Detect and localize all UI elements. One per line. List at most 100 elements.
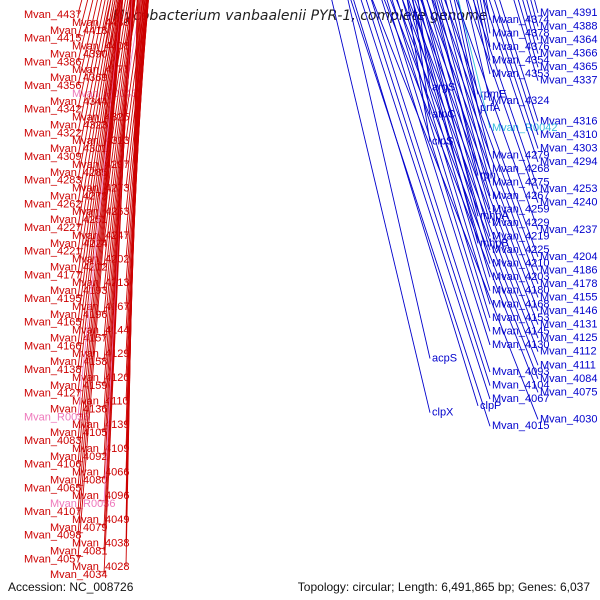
gene-label-right: Mvan_4168 [492, 298, 550, 310]
gene-label-right: Mvan_4075 [540, 386, 598, 398]
left-connector [103, 0, 135, 243]
gene-label-right: Mvan_4155 [540, 292, 598, 304]
left-connector [103, 0, 136, 314]
gene-label-right: Mvan_4316 [540, 115, 598, 127]
gene-label-right: Mvan_4112 [540, 346, 597, 358]
gene-label-right: Mvan_4391 [540, 7, 598, 19]
right-connector [455, 0, 539, 230]
gene-label-left: Mvan_4309 [24, 151, 82, 163]
right-connector [414, 0, 539, 325]
right-connector [412, 0, 491, 264]
gene-label-right: Mvan_4131 [540, 319, 598, 331]
right-connector [371, 0, 491, 373]
gene-label-right: Mvan_4180 [492, 285, 550, 297]
left-connector [125, 0, 138, 567]
left-connector [77, 0, 123, 488]
gene-label-right: Mvan_4366 [540, 48, 598, 60]
accession-text: Accession: NC_008726 [8, 580, 134, 594]
gene-label-right: Mvan_4178 [540, 278, 598, 290]
right-connector [436, 0, 491, 197]
right-connector [402, 0, 539, 352]
gene-label-left: Mvan_4083 [24, 435, 82, 447]
right-connector [408, 0, 539, 339]
left-connector [77, 0, 114, 204]
gene-label-right: Mvan_4303 [540, 142, 598, 154]
gene-label-left: Mvan_4165 [24, 317, 82, 329]
right-connector [391, 0, 491, 318]
gene-label-left: Mvan_4139 [72, 419, 130, 431]
right-connector [444, 0, 539, 258]
left-connector [103, 0, 136, 338]
right-connector [420, 0, 539, 312]
right-connector [390, 0, 539, 379]
gene-label-left: Mvan_4127 [24, 388, 82, 400]
gene-label-left: Mvan_4437 [24, 9, 82, 21]
gene-label-left: Mvan_4221 [24, 246, 82, 258]
right-connector [499, 0, 539, 122]
gene-label-left: Mvan_4038 [72, 538, 130, 550]
gene-label-left: Mvan_4057 [24, 553, 82, 565]
gene-label-right: Mvan_4093 [492, 366, 550, 378]
left-connector [77, 0, 124, 559]
gene-label-right: Mvan_4015 [492, 420, 550, 432]
right-connector [396, 0, 491, 305]
right-connector [432, 0, 539, 285]
left-connector [77, 0, 106, 133]
gene-label-left: Mvan_4138 [24, 364, 82, 376]
gene-label-right: Mvan_4130 [492, 339, 550, 351]
left-connector [77, 0, 112, 180]
right-connector [483, 0, 539, 163]
left-connector [103, 0, 132, 196]
gene-label-right: Mvan_4186 [540, 264, 598, 276]
gene-label-right: Mvan_4146 [540, 305, 598, 317]
right-connector [381, 0, 491, 346]
right-connector [440, 0, 491, 183]
gene-label-left: Mvan_4227 [24, 222, 82, 234]
left-connector [77, 0, 123, 512]
left-connector [103, 0, 136, 291]
gene-label-right: Mvan_4364 [540, 34, 598, 46]
left-connector [77, 0, 121, 346]
left-connector [103, 0, 135, 267]
left-connector [103, 0, 136, 362]
gene-label-right: clpP [480, 400, 501, 412]
gene-label-right: Mvan_4210 [492, 258, 550, 270]
gene-label-left: Mvan_4065 [24, 482, 82, 494]
gene-label-right: Mvan_4253 [540, 183, 598, 195]
gene-label-left: Mvan_4177 [24, 269, 82, 281]
gene-label-left: Mvan_4283 [24, 175, 82, 187]
left-connector [77, 0, 120, 299]
gene-label-left: Mvan_4066 [72, 467, 130, 479]
right-connector [383, 0, 539, 393]
gene-label-right: Mvan_4388 [540, 21, 598, 33]
right-connector [431, 0, 491, 210]
gene-label-right: prfA [480, 102, 501, 114]
gene-label-left: Mvan_4195 [24, 293, 82, 305]
gene-label-left: Mvan_4418 [50, 25, 108, 37]
right-connector [453, 0, 479, 108]
gene-label-right: Mvan_4104 [492, 380, 550, 392]
left-connector [103, 0, 134, 220]
right-connector [371, 0, 539, 420]
right-connector [396, 0, 539, 366]
right-connector [421, 0, 491, 237]
gene-label-left: Mvan_4323 [50, 119, 108, 131]
gene-label-right: Mvan_4203 [492, 271, 550, 283]
gene-label-right: Mvan_4365 [540, 61, 598, 73]
right-connector [445, 0, 491, 169]
left-connector [77, 0, 121, 322]
gene-label-right: Mvan_4310 [540, 129, 598, 141]
gene-label-left: Mvan_4313 [72, 135, 130, 147]
left-connector [103, 0, 131, 172]
gene-label-left: Mvan_4028 [72, 561, 130, 573]
left-connector [77, 0, 116, 228]
right-connector [386, 0, 491, 332]
right-connector [407, 0, 491, 278]
gene-label-right: Mvan_4125 [540, 332, 598, 344]
left-connector [77, 0, 123, 535]
gene-label-right: Mvan_4030 [540, 413, 598, 425]
genome-summary-text: Topology: circular; Length: 6,491,865 bp… [297, 580, 590, 594]
gene-label-left: Mvan_4107 [24, 506, 82, 518]
gene-label-left: Mvan_4322 [24, 127, 82, 139]
